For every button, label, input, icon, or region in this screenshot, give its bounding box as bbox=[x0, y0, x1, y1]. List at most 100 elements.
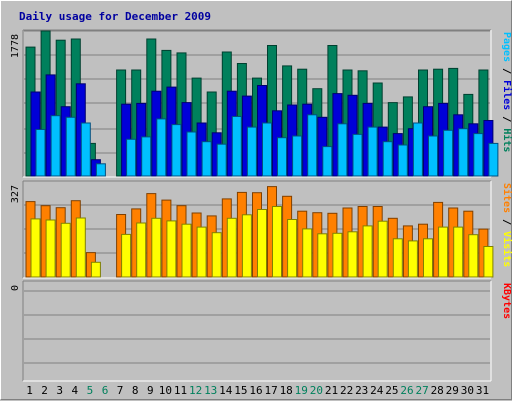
bar-pages-day-18 bbox=[292, 135, 303, 177]
bar-sites-day-26 bbox=[407, 240, 418, 278]
x-tick-label-day-13: 13 bbox=[204, 384, 217, 397]
bar-pages-day-25 bbox=[397, 144, 408, 177]
bar-pages-day-4 bbox=[80, 122, 91, 177]
bar-pages-day-8 bbox=[141, 136, 152, 177]
bar-sites-day-10 bbox=[166, 220, 177, 278]
bar-sites-day-20 bbox=[317, 233, 328, 278]
panel-mid-side-label: Sites / Visits bbox=[501, 183, 512, 267]
x-tick-label-day-26: 26 bbox=[400, 384, 413, 397]
bar-pages-day-16 bbox=[262, 122, 272, 177]
panel-mid-ymax-label: 327 bbox=[10, 185, 21, 203]
bar-pages-day-3 bbox=[65, 116, 76, 177]
bar-pages-day-14 bbox=[231, 116, 242, 177]
panel-bottom-side-label: KBytes bbox=[501, 283, 512, 319]
bar-pages-day-22 bbox=[352, 133, 363, 177]
panel-bottom-ymax-label: 0 bbox=[10, 285, 21, 291]
x-tick-label-day-10: 10 bbox=[159, 384, 172, 397]
bar-sites-day-23 bbox=[362, 225, 373, 278]
chart-title: Daily usage for December 2009 bbox=[19, 10, 211, 23]
bar-pages-day-2 bbox=[50, 115, 61, 177]
bar-sites-day-9 bbox=[151, 217, 162, 278]
x-tick-label-day-14: 14 bbox=[219, 384, 233, 397]
x-tick-label-day-7: 7 bbox=[117, 384, 124, 397]
bar-pages-day-1 bbox=[35, 129, 46, 177]
x-tick-label-day-19: 19 bbox=[295, 384, 308, 397]
x-tick-label-day-9: 9 bbox=[147, 384, 154, 397]
bar-pages-day-31 bbox=[488, 142, 499, 177]
panel-top-side-label: Pages / Files / Hits bbox=[501, 32, 512, 152]
bar-sites-day-15 bbox=[241, 214, 252, 278]
x-tick-label-day-29: 29 bbox=[446, 384, 459, 397]
x-tick-label-day-12: 12 bbox=[189, 384, 202, 397]
bar-pages-day-29 bbox=[458, 128, 469, 177]
bar-pages-day-20 bbox=[322, 146, 333, 177]
x-tick-label-day-16: 16 bbox=[249, 384, 262, 397]
bar-sites-day-12 bbox=[196, 226, 207, 278]
bar-sites-day-3 bbox=[60, 222, 71, 278]
bar-pages-day-10 bbox=[171, 124, 182, 177]
bar-sites-day-29 bbox=[453, 226, 464, 278]
x-tick-label-day-5: 5 bbox=[87, 384, 94, 397]
x-tick-label-day-1: 1 bbox=[26, 384, 33, 397]
bar-sites-day-31 bbox=[483, 246, 494, 278]
x-tick-label-day-22: 22 bbox=[340, 384, 353, 397]
bar-sites-day-28 bbox=[438, 226, 449, 278]
x-tick-label-day-20: 20 bbox=[310, 384, 323, 397]
x-tick-label-day-30: 30 bbox=[461, 384, 474, 397]
x-tick-label-day-21: 21 bbox=[325, 384, 338, 397]
bar-pages-day-9 bbox=[156, 118, 167, 177]
bar-sites-day-21 bbox=[332, 232, 343, 278]
bar-pages-day-28 bbox=[443, 129, 454, 177]
bar-pages-day-21 bbox=[337, 123, 348, 177]
bar-pages-day-15 bbox=[246, 126, 257, 177]
x-tick-label-day-8: 8 bbox=[132, 384, 139, 397]
bar-sites-day-1 bbox=[30, 218, 41, 278]
bar-pages-day-12 bbox=[201, 141, 212, 177]
bar-pages-day-27 bbox=[428, 135, 438, 177]
bar-sites-day-25 bbox=[392, 238, 403, 278]
bar-sites-day-4 bbox=[75, 217, 86, 278]
bar-pages-day-24 bbox=[382, 141, 393, 177]
bar-sites-day-22 bbox=[347, 231, 358, 278]
x-tick-label-day-17: 17 bbox=[264, 384, 277, 397]
bar-sites-day-24 bbox=[377, 220, 388, 278]
x-tick-label-day-25: 25 bbox=[385, 384, 398, 397]
x-tick-label-day-3: 3 bbox=[56, 384, 63, 397]
bar-sites-day-17 bbox=[272, 206, 282, 278]
panel-bottom-bg bbox=[23, 281, 491, 381]
x-tick-label-day-24: 24 bbox=[370, 384, 384, 397]
x-tick-label-day-23: 23 bbox=[355, 384, 368, 397]
x-tick-label-day-18: 18 bbox=[280, 384, 293, 397]
x-tick-label-day-6: 6 bbox=[102, 384, 109, 397]
bar-pages-day-26 bbox=[412, 122, 423, 177]
bar-sites-day-30 bbox=[468, 234, 479, 278]
bar-sites-day-16 bbox=[257, 209, 267, 278]
bar-pages-day-11 bbox=[186, 131, 197, 177]
bar-pages-day-7 bbox=[126, 138, 137, 177]
panel-top-ymax-label: 1778 bbox=[10, 34, 21, 58]
bar-pages-day-5 bbox=[95, 163, 106, 177]
x-tick-label-day-2: 2 bbox=[41, 384, 48, 397]
x-tick-label-day-4: 4 bbox=[71, 384, 78, 397]
x-tick-label-day-28: 28 bbox=[431, 384, 444, 397]
x-tick-label-day-11: 11 bbox=[174, 384, 187, 397]
bar-sites-day-27 bbox=[423, 238, 433, 278]
x-tick-label-day-15: 15 bbox=[234, 384, 247, 397]
bar-sites-day-11 bbox=[181, 223, 192, 278]
bar-sites-day-7 bbox=[121, 233, 132, 278]
bar-sites-day-13 bbox=[211, 232, 222, 278]
bar-sites-day-19 bbox=[302, 228, 313, 278]
x-tick-label-day-31: 31 bbox=[476, 384, 489, 397]
bar-pages-day-30 bbox=[473, 133, 484, 177]
bar-pages-day-23 bbox=[367, 126, 378, 177]
bar-sites-day-18 bbox=[287, 219, 298, 278]
bar-pages-day-19 bbox=[307, 114, 318, 177]
bar-sites-day-2 bbox=[45, 219, 56, 278]
x-tick-label-day-27: 27 bbox=[415, 384, 428, 397]
bar-pages-day-17 bbox=[277, 137, 287, 177]
bar-sites-day-14 bbox=[226, 217, 237, 278]
bar-sites-day-5 bbox=[90, 261, 101, 278]
bar-sites-day-8 bbox=[136, 222, 147, 278]
